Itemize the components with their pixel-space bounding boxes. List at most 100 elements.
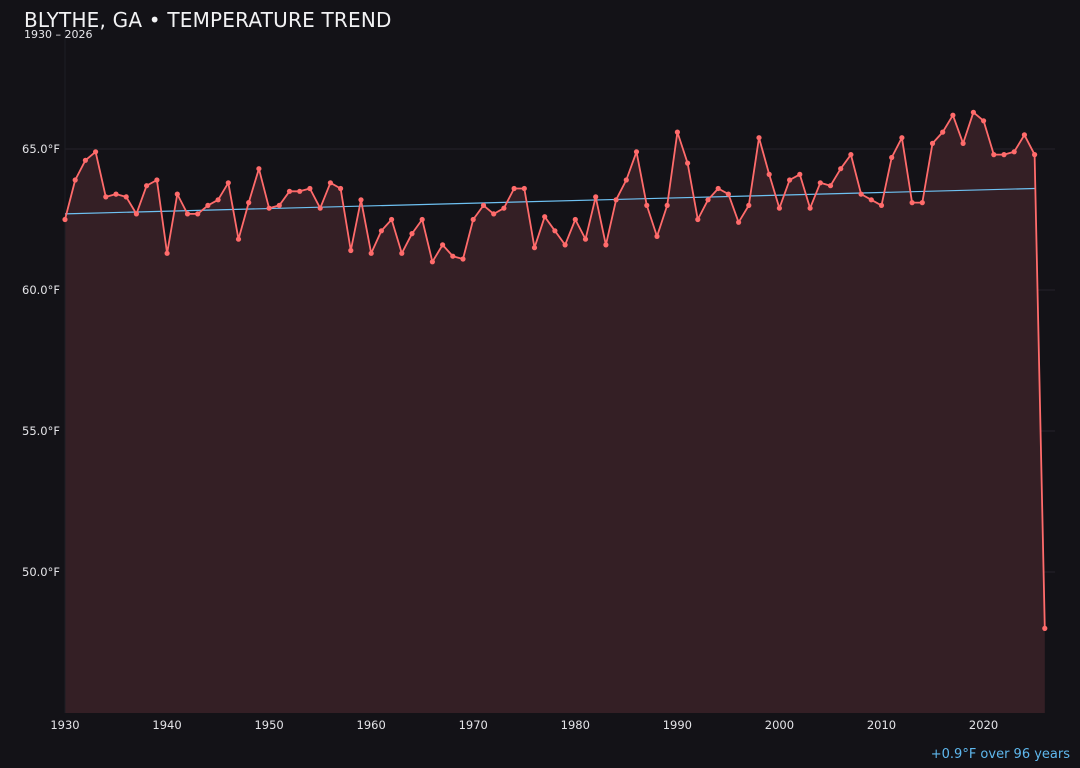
data-point-1933 xyxy=(93,149,98,154)
data-point-1970 xyxy=(471,217,476,222)
x-tick-label: 1940 xyxy=(152,718,181,732)
x-tick-label: 1950 xyxy=(254,718,283,732)
data-point-1981 xyxy=(583,237,588,242)
data-point-1992 xyxy=(695,217,700,222)
data-point-1978 xyxy=(552,228,557,233)
data-point-2008 xyxy=(859,192,864,197)
data-point-1937 xyxy=(134,211,139,216)
data-point-1965 xyxy=(420,217,425,222)
data-point-2004 xyxy=(818,180,823,185)
data-point-2010 xyxy=(879,203,884,208)
data-point-2015 xyxy=(930,141,935,146)
data-point-1938 xyxy=(144,183,149,188)
data-point-2018 xyxy=(961,141,966,146)
data-point-1932 xyxy=(83,158,88,163)
x-tick-label: 1980 xyxy=(561,718,590,732)
data-point-1993 xyxy=(705,197,710,202)
data-point-1967 xyxy=(440,242,445,247)
data-point-2026 xyxy=(1042,626,1047,631)
data-point-1945 xyxy=(216,197,221,202)
data-point-1988 xyxy=(654,234,659,239)
chart-subtitle: 1930 – 2026 xyxy=(24,28,92,41)
trend-annotation: +0.9°F over 96 years xyxy=(931,747,1070,762)
x-tick-label: 1970 xyxy=(459,718,488,732)
data-point-1999 xyxy=(767,172,772,177)
data-point-1963 xyxy=(399,251,404,256)
data-point-2023 xyxy=(1012,149,1017,154)
x-tick-label: 2010 xyxy=(867,718,896,732)
data-point-1951 xyxy=(277,203,282,208)
data-point-2003 xyxy=(808,206,813,211)
data-point-1954 xyxy=(307,186,312,191)
data-point-1956 xyxy=(328,180,333,185)
data-point-1984 xyxy=(614,197,619,202)
data-point-1962 xyxy=(389,217,394,222)
data-point-1941 xyxy=(175,192,180,197)
data-point-1972 xyxy=(491,211,496,216)
data-point-2017 xyxy=(950,113,955,118)
data-point-2021 xyxy=(991,152,996,157)
data-point-1976 xyxy=(532,245,537,250)
y-tick-label: 55.0°F xyxy=(22,424,60,438)
data-point-1949 xyxy=(256,166,261,171)
data-point-1974 xyxy=(511,186,516,191)
data-point-1953 xyxy=(297,189,302,194)
data-point-1971 xyxy=(481,203,486,208)
data-point-2020 xyxy=(981,118,986,123)
data-point-1957 xyxy=(338,186,343,191)
data-point-1975 xyxy=(522,186,527,191)
data-point-1942 xyxy=(185,211,190,216)
x-tick-label: 2020 xyxy=(969,718,998,732)
data-point-2022 xyxy=(1001,152,1006,157)
data-point-2012 xyxy=(899,135,904,140)
data-point-2025 xyxy=(1032,152,1037,157)
data-point-1983 xyxy=(603,242,608,247)
data-point-1939 xyxy=(154,177,159,182)
y-tick-label: 60.0°F xyxy=(22,283,60,297)
y-tick-label: 65.0°F xyxy=(22,142,60,156)
data-point-1930 xyxy=(62,217,67,222)
data-point-1946 xyxy=(226,180,231,185)
data-point-1995 xyxy=(726,192,731,197)
data-point-2007 xyxy=(848,152,853,157)
data-point-1934 xyxy=(103,194,108,199)
data-point-2002 xyxy=(797,172,802,177)
data-point-1952 xyxy=(287,189,292,194)
data-point-1986 xyxy=(634,149,639,154)
data-point-1990 xyxy=(675,130,680,135)
data-point-1968 xyxy=(450,254,455,259)
data-point-1973 xyxy=(501,206,506,211)
data-point-1950 xyxy=(267,206,272,211)
y-tick-label: 50.0°F xyxy=(22,565,60,579)
data-point-2005 xyxy=(828,183,833,188)
data-point-1996 xyxy=(736,220,741,225)
data-point-1948 xyxy=(246,200,251,205)
data-point-2009 xyxy=(869,197,874,202)
data-point-1947 xyxy=(236,237,241,242)
data-point-1980 xyxy=(573,217,578,222)
data-point-1966 xyxy=(430,259,435,264)
data-point-1979 xyxy=(563,242,568,247)
data-point-2011 xyxy=(889,155,894,160)
data-point-1936 xyxy=(124,194,129,199)
x-tick-labels: 1930 1940 1950 1960 1970 1980 1990 2000 2010 2020 xyxy=(50,718,998,732)
data-point-1997 xyxy=(746,203,751,208)
data-point-1994 xyxy=(716,186,721,191)
x-tick-label: 1990 xyxy=(663,718,692,732)
data-point-1955 xyxy=(318,206,323,211)
data-point-1969 xyxy=(460,256,465,261)
data-point-2006 xyxy=(838,166,843,171)
data-point-1982 xyxy=(593,194,598,199)
data-point-1961 xyxy=(379,228,384,233)
data-point-1931 xyxy=(73,177,78,182)
data-point-1998 xyxy=(756,135,761,140)
data-point-1935 xyxy=(113,192,118,197)
data-point-1958 xyxy=(348,248,353,253)
data-point-1943 xyxy=(195,211,200,216)
data-point-1989 xyxy=(665,203,670,208)
x-tick-label: 1930 xyxy=(50,718,79,732)
data-point-2001 xyxy=(787,177,792,182)
data-point-1940 xyxy=(165,251,170,256)
